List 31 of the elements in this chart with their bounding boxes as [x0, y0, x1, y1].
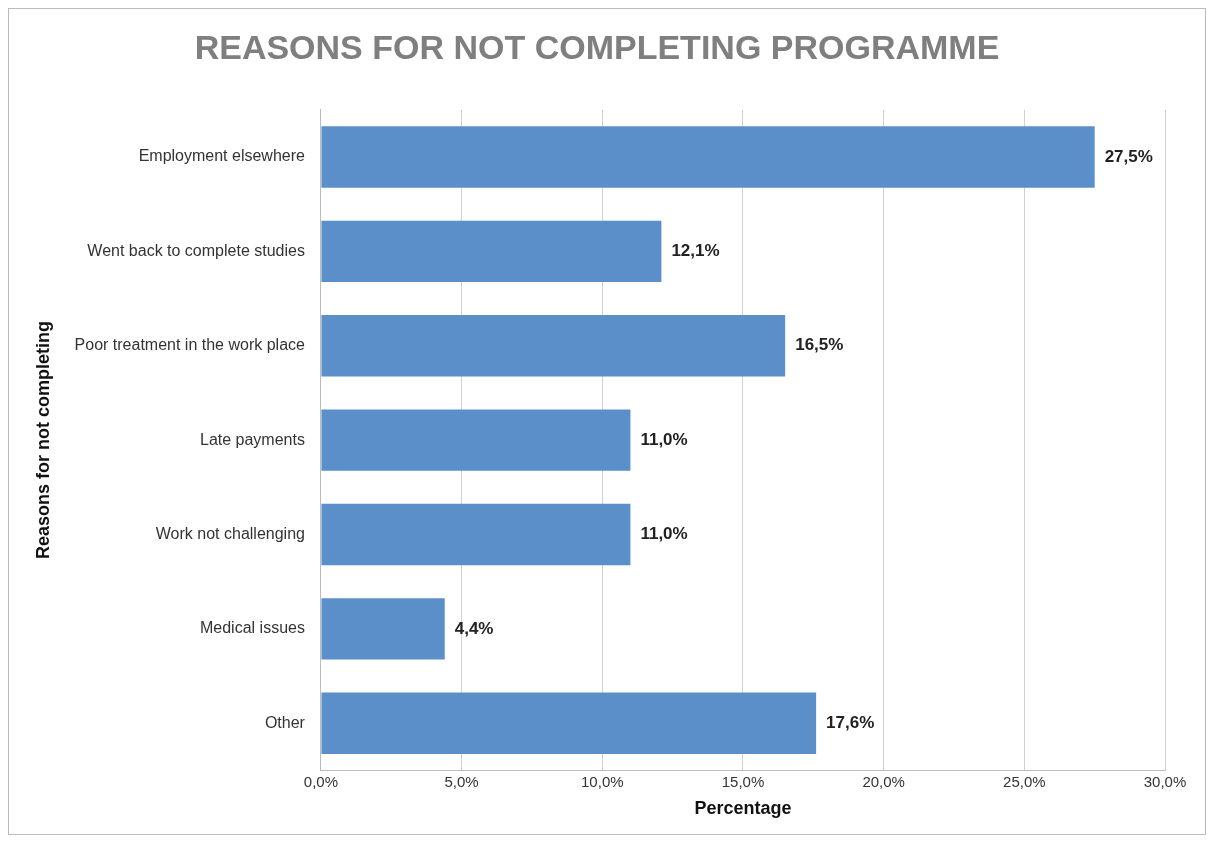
x-tick-label: 0,0%: [303, 772, 339, 790]
x-tick-label: 25,0%: [1003, 772, 1046, 790]
bar: [321, 409, 631, 471]
data-label: 11,0%: [640, 429, 688, 449]
bar: [321, 692, 817, 754]
data-label: 4,4%: [454, 618, 494, 638]
y-tick-label: Employment elsewhere: [138, 147, 306, 165]
x-tick-label: 5,0%: [444, 772, 479, 790]
chart-title: REASONS FOR NOT COMPLETING PROGRAMME: [194, 27, 1000, 66]
y-tick-label: Poor treatment in the work place: [74, 336, 306, 354]
data-label: 17,6%: [826, 712, 875, 732]
data-label: 16,5%: [795, 335, 844, 355]
y-axis-title: Reasons for not completing: [32, 321, 53, 560]
bar: [321, 126, 1095, 188]
bar: [321, 503, 631, 566]
x-tick-label: 30,0%: [1143, 772, 1187, 790]
data-label: 27,5%: [1104, 146, 1153, 166]
x-axis-title: Percentage: [694, 798, 792, 819]
data-label: 11,0%: [640, 524, 688, 544]
y-tick-label: Other: [264, 713, 306, 731]
bar: [321, 220, 662, 283]
y-tick-label: Went back to complete studies: [87, 241, 305, 259]
bar: [321, 598, 445, 660]
x-tick-label: 10,0%: [581, 772, 624, 790]
x-tick-label: 15,0%: [721, 772, 765, 790]
y-tick-label: Medical issues: [200, 619, 305, 637]
bar: [321, 315, 786, 377]
data-label: 12,1%: [671, 241, 720, 261]
x-tick-label: 20,0%: [862, 772, 905, 790]
y-tick-label: Late payments: [199, 430, 305, 448]
y-tick-label: Work not challenging: [155, 524, 305, 542]
